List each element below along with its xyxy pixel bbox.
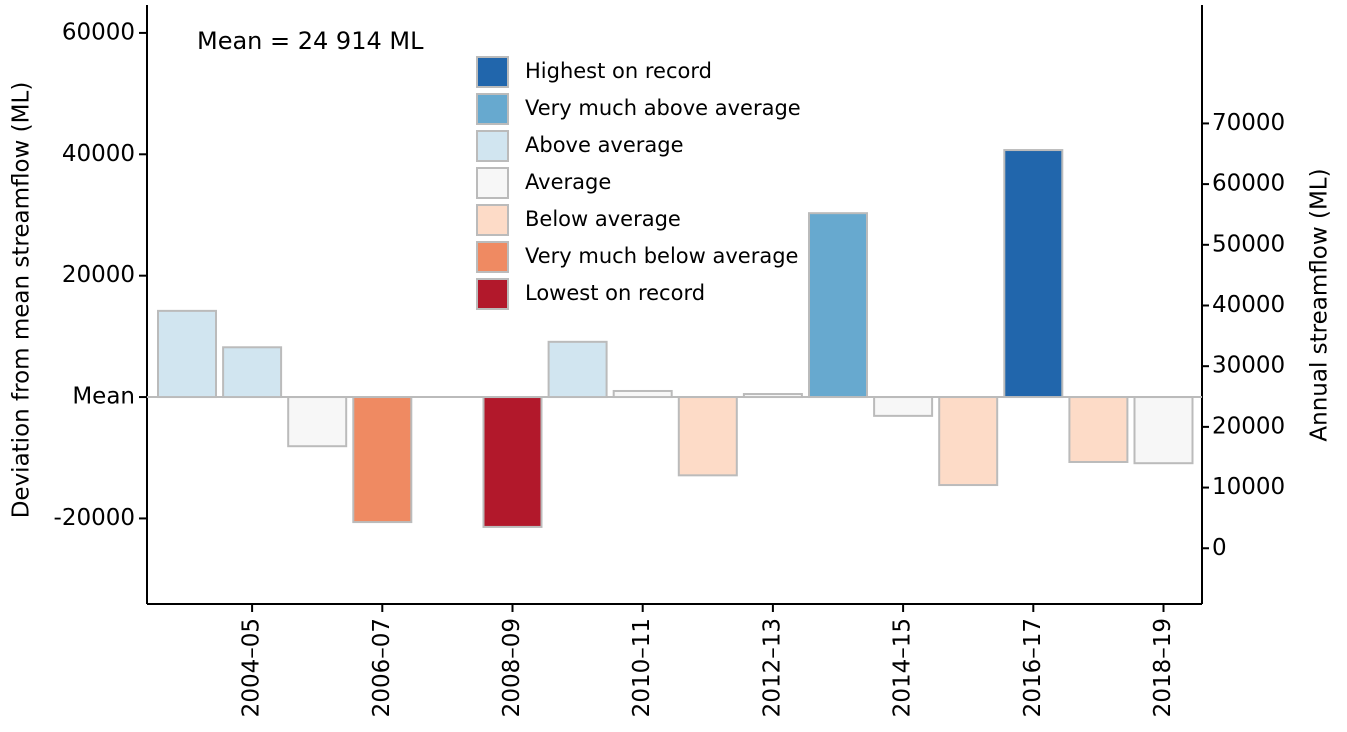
x-tick-label: 2004–05 <box>239 618 265 717</box>
x-tick-label: 2012–13 <box>759 618 785 717</box>
bar <box>157 309 217 399</box>
bar <box>1068 396 1129 463</box>
y2-tick-label: 70000 <box>1212 110 1285 136</box>
legend-label: Above average <box>525 133 684 157</box>
legend-label: Very much above average <box>525 96 801 120</box>
legend-label: Highest on record <box>525 59 712 83</box>
bar <box>1133 396 1194 465</box>
x-tick-label: 2018–19 <box>1150 618 1176 717</box>
legend-swatch <box>476 56 509 88</box>
bar <box>482 396 543 528</box>
legend-label: Average <box>525 170 611 194</box>
bar <box>938 396 999 487</box>
legend-label: Lowest on record <box>525 281 705 305</box>
y-tick-label: 20000 <box>62 262 135 288</box>
bar <box>547 340 608 399</box>
legend-label: Below average <box>525 207 681 231</box>
y2-tick-label: 40000 <box>1212 292 1285 318</box>
x-tick-label: 2014–15 <box>890 618 916 717</box>
bar <box>808 212 868 399</box>
bar <box>742 393 803 399</box>
y2-tick-label: 30000 <box>1212 353 1285 379</box>
bar <box>873 396 934 417</box>
legend-swatch <box>476 278 509 310</box>
x-tick-label: 2008–09 <box>499 618 525 717</box>
y2-tick-label: 0 <box>1212 535 1227 561</box>
legend-swatch <box>476 241 509 273</box>
y2-tick-label: 20000 <box>1212 413 1285 439</box>
annotation: Mean = 24 914 ML <box>197 27 424 55</box>
x-tick-label: 2010–11 <box>629 618 655 717</box>
y2-tick-label: 10000 <box>1212 474 1285 500</box>
y2-tick-label: 60000 <box>1212 171 1285 197</box>
bar <box>612 389 673 399</box>
legend-swatch <box>476 93 509 125</box>
y-tick-label: Mean <box>72 384 135 410</box>
y2-axis-label: Annual streamflow (ML) <box>1307 168 1333 441</box>
y-tick-label: -20000 <box>54 505 135 531</box>
bar <box>222 346 283 399</box>
bar <box>677 396 738 477</box>
bar <box>352 396 413 524</box>
bar <box>1003 149 1064 399</box>
x-tick-label: 2016–17 <box>1020 618 1046 717</box>
y-tick-label: 60000 <box>62 19 135 45</box>
y-tick-label: 40000 <box>62 141 135 167</box>
legend-swatch <box>476 167 509 199</box>
y-axis-label: Deviation from mean streamflow (ML) <box>9 82 35 519</box>
y2-tick-label: 50000 <box>1212 231 1285 257</box>
legend-swatch <box>476 130 509 162</box>
bar <box>287 396 348 448</box>
legend-label: Very much below average <box>525 244 798 268</box>
legend-swatch <box>476 204 509 236</box>
x-tick-label: 2006–07 <box>369 618 395 717</box>
